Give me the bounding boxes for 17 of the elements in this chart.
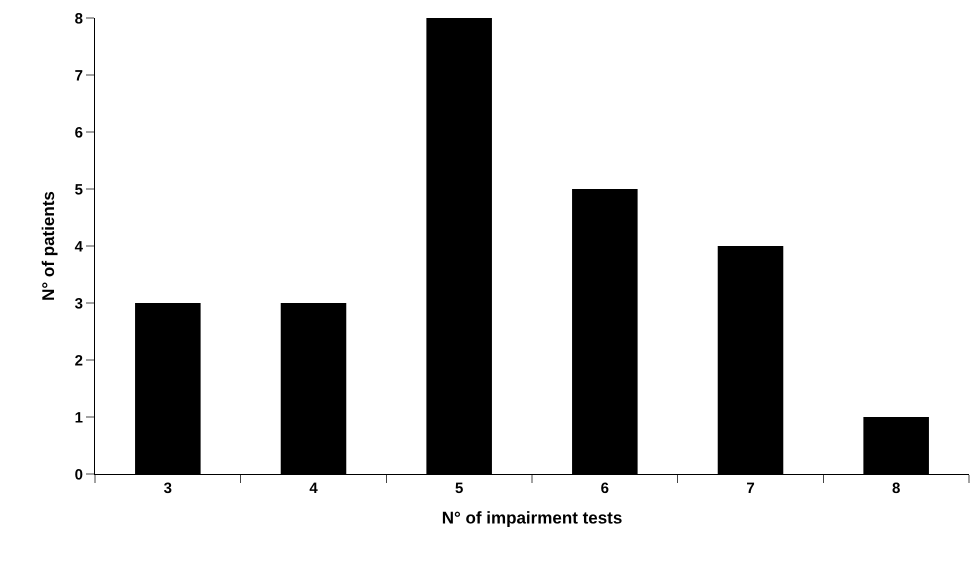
- x-axis-title: N° of impairment tests: [442, 508, 622, 528]
- x-tick-label: 4: [309, 480, 318, 497]
- x-tick-label: 6: [600, 480, 609, 497]
- y-tick-label: 3: [74, 295, 83, 312]
- y-tick-label: 5: [74, 181, 83, 198]
- y-tick-label: 7: [74, 67, 83, 84]
- y-tick-label: 6: [74, 124, 83, 142]
- y-tick-label: 2: [74, 352, 83, 370]
- x-tick-label: 8: [892, 480, 900, 497]
- x-tick-label: 7: [746, 480, 755, 497]
- y-tick-label: 8: [74, 10, 83, 28]
- x-tick-label: 3: [164, 480, 172, 497]
- x-tick-label: 5: [455, 480, 464, 497]
- y-tick-label: 1: [74, 409, 83, 426]
- y-axis-title: N° of patients: [39, 191, 58, 301]
- y-tick-label: 0: [74, 466, 83, 484]
- y-tick-label: 4: [74, 238, 84, 256]
